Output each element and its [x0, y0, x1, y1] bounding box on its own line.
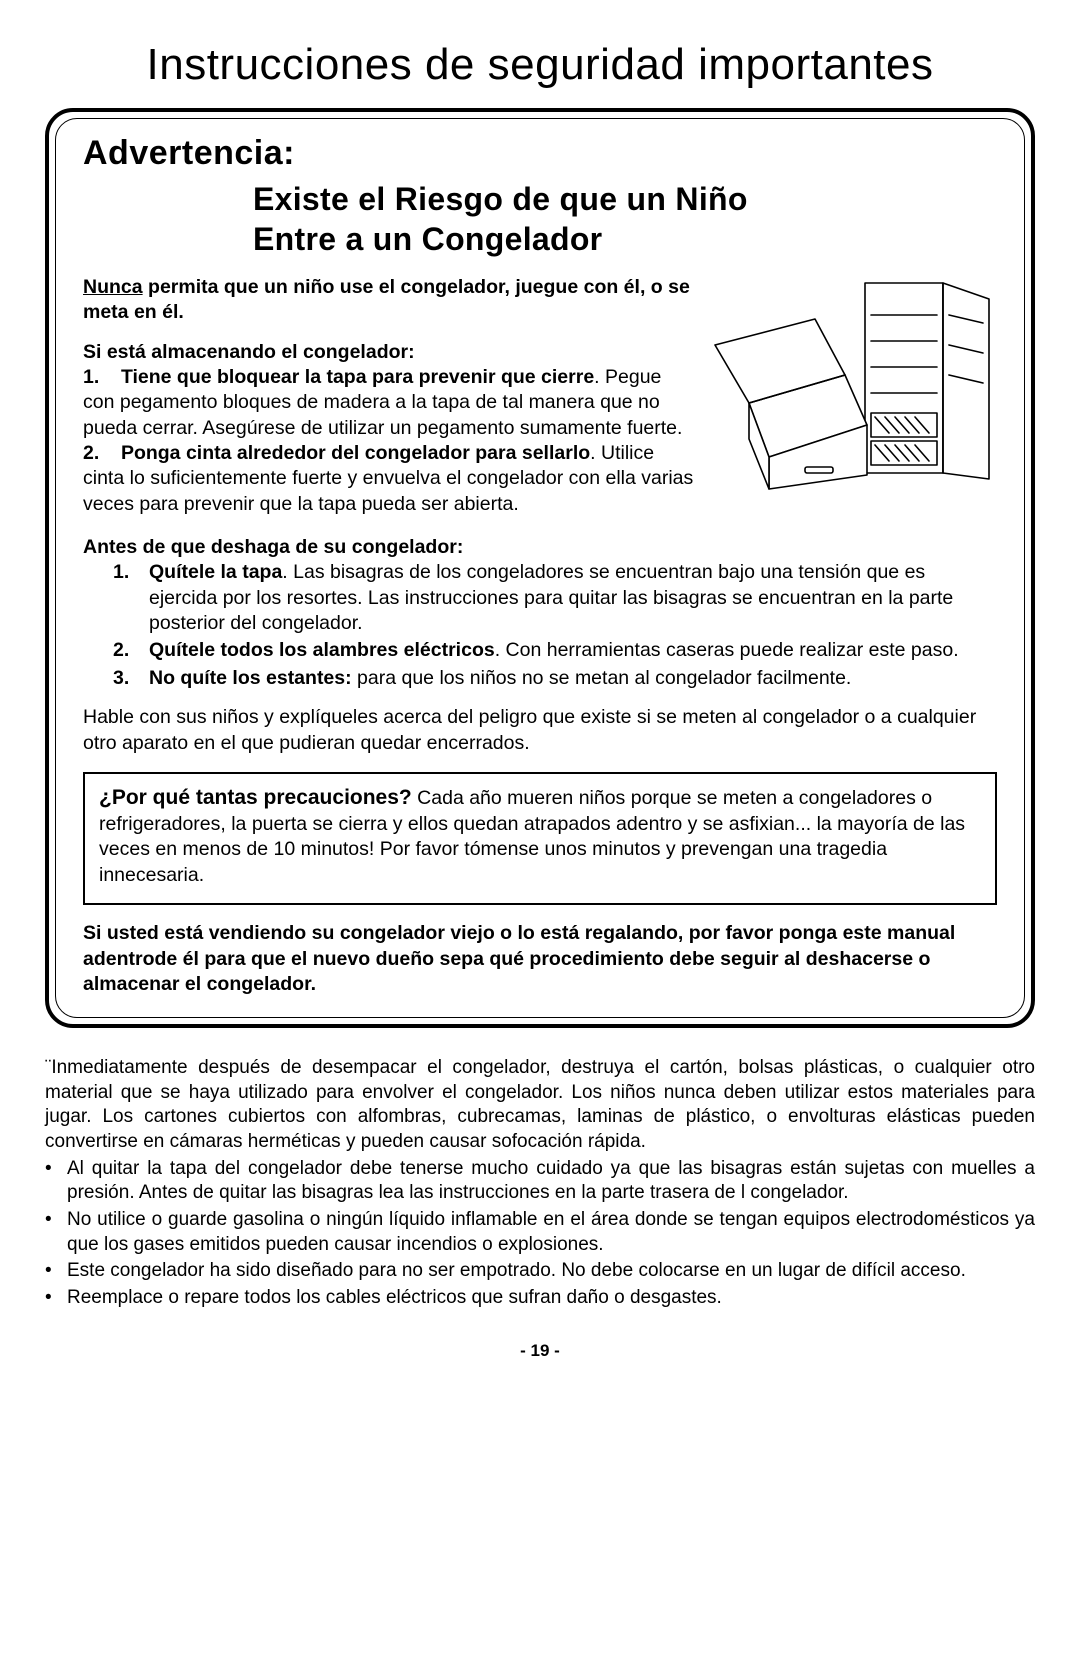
- nunca-rest: permita que un niño use el congelador, j…: [83, 276, 690, 323]
- bullet-text: Este congelador ha sido diseñado para no…: [67, 1259, 966, 1284]
- dispose-item: 3. No quíte los estantes: para que los n…: [113, 666, 997, 691]
- item-number: 2.: [113, 638, 131, 663]
- bullet-icon: •: [45, 1157, 53, 1206]
- risk-heading: Existe el Riesgo de que un Niño Entre a …: [253, 179, 827, 259]
- lower-bullet: • Reemplace o repare todos los cables elé…: [45, 1286, 1035, 1311]
- item-rest: para que los niños no se metan al congel…: [352, 667, 852, 689]
- item-bold: Ponga cinta alrededor del congelador par…: [121, 442, 590, 464]
- page-title: Instrucciones de seguridad importantes: [45, 40, 1035, 90]
- item-bold: Quítele la tapa: [149, 561, 282, 583]
- bullet-text: Reemplace o repare todos los cables eléc…: [67, 1286, 722, 1311]
- lower-bullet: • Este congelador ha sido diseñado para n…: [45, 1259, 1035, 1284]
- bullet-icon: •: [45, 1286, 53, 1311]
- dispose-item: 2. Quítele todos los alambres eléctricos…: [113, 638, 997, 663]
- precaution-question: ¿Por qué tantas precauciones?: [99, 786, 412, 809]
- lower-paragraph: ¨Inmediatamente después de desempacar el…: [45, 1056, 1035, 1155]
- bullet-text: No utilice o guarde gasolina o ningún lí…: [67, 1208, 1035, 1257]
- item-rest: . Con herramientas caseras puede realiza…: [495, 639, 959, 661]
- item-number: 2.: [83, 442, 99, 464]
- lower-safety-text: ¨Inmediatamente después de desempacar el…: [45, 1056, 1035, 1311]
- warning-heading: Advertencia:: [83, 134, 997, 173]
- item-number: 1.: [83, 366, 99, 388]
- item-bold: Tiene que bloquear la tapa para prevenir…: [121, 366, 594, 388]
- nunca-word: Nunca: [83, 276, 143, 298]
- warning-panel: Advertencia: Existe el Riesgo de que un …: [45, 108, 1035, 1028]
- bullet-icon: •: [45, 1208, 53, 1257]
- bullet-icon: •: [45, 1259, 53, 1284]
- item-bold: No quíte los estantes:: [149, 667, 352, 689]
- warning-body: Nunca permita que un niño use el congela…: [83, 275, 997, 998]
- lower-bullet: • No utilice o guarde gasolina o ningún l…: [45, 1208, 1035, 1257]
- item-number: 3.: [113, 666, 131, 691]
- item-number: 1.: [113, 560, 131, 636]
- dispose-list: 1. Quítele la tapa. Las bisagras de los …: [83, 560, 997, 691]
- item-bold: Quítele todos los alambres eléctricos: [149, 639, 495, 661]
- talk-to-children-paragraph: Hable con sus niños y explíqueles acerca…: [83, 705, 997, 756]
- page-number: - 19 -: [45, 1341, 1035, 1361]
- freezer-illustration: [707, 275, 997, 495]
- dispose-item: 1. Quítele la tapa. Las bisagras de los …: [113, 560, 997, 636]
- precaution-box: ¿Por qué tantas precauciones? Cada año m…: [83, 772, 997, 905]
- selling-note: Si usted está vendiendo su congelador vi…: [83, 921, 997, 998]
- bullet-text: Al quitar la tapa del congelador debe te…: [67, 1157, 1035, 1206]
- lower-bullet: • Al quitar la tapa del congelador debe t…: [45, 1157, 1035, 1206]
- dispose-heading: Antes de que deshaga de su congelador:: [83, 535, 997, 560]
